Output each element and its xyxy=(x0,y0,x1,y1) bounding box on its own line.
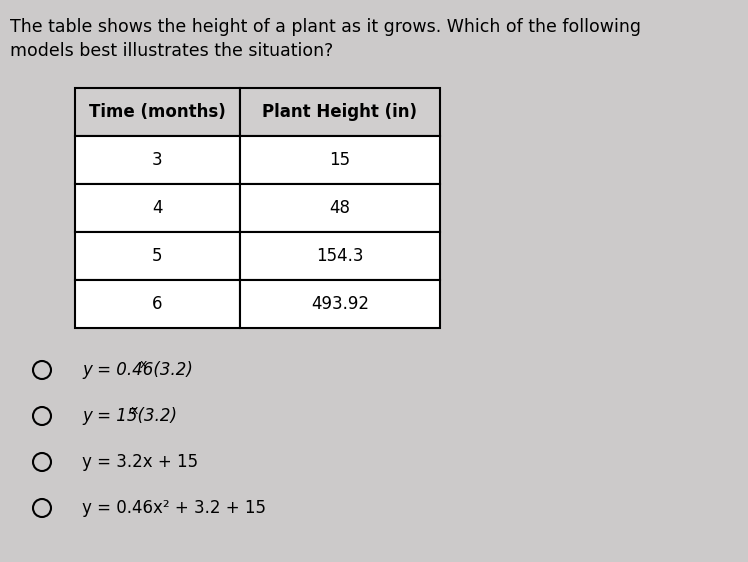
Text: 15: 15 xyxy=(329,151,351,169)
Text: x: x xyxy=(140,357,147,370)
Text: 154.3: 154.3 xyxy=(316,247,364,265)
Text: The table shows the height of a plant as it grows. Which of the following: The table shows the height of a plant as… xyxy=(10,18,641,36)
Text: 4: 4 xyxy=(153,199,163,217)
Text: 48: 48 xyxy=(330,199,351,217)
Bar xyxy=(240,136,440,184)
Text: models best illustrates the situation?: models best illustrates the situation? xyxy=(10,42,334,60)
Bar xyxy=(240,232,440,280)
Text: y = 3.2x + 15: y = 3.2x + 15 xyxy=(82,453,198,471)
Bar xyxy=(75,232,240,280)
Text: y = 0.46(3.2): y = 0.46(3.2) xyxy=(82,361,193,379)
Bar xyxy=(75,136,240,184)
Text: 3: 3 xyxy=(152,151,163,169)
Text: Time (months): Time (months) xyxy=(89,103,226,121)
Text: 493.92: 493.92 xyxy=(311,295,369,313)
Text: y = 0.46x² + 3.2 + 15: y = 0.46x² + 3.2 + 15 xyxy=(82,499,266,517)
Text: Plant Height (in): Plant Height (in) xyxy=(263,103,417,121)
Bar xyxy=(240,184,440,232)
Bar xyxy=(75,280,240,328)
Text: 5: 5 xyxy=(153,247,163,265)
Bar xyxy=(75,88,240,136)
Text: 6: 6 xyxy=(153,295,163,313)
Bar xyxy=(240,280,440,328)
Bar xyxy=(240,88,440,136)
Text: x: x xyxy=(131,404,138,416)
Text: y = 15(3.2): y = 15(3.2) xyxy=(82,407,177,425)
Bar xyxy=(75,184,240,232)
